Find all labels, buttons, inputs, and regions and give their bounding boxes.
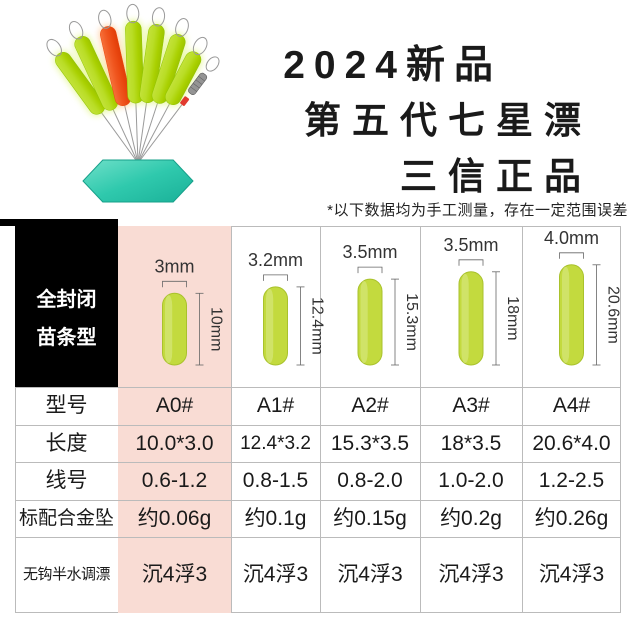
svg-text:4.0mm: 4.0mm	[544, 228, 599, 248]
svg-text:3mm: 3mm	[155, 256, 195, 276]
svg-text:12.4mm: 12.4mm	[309, 297, 326, 355]
svg-text:15.3mm: 15.3mm	[403, 293, 420, 351]
svg-text:18mm: 18mm	[504, 296, 521, 340]
svg-text:10mm: 10mm	[208, 307, 225, 351]
svg-text:3.2mm: 3.2mm	[248, 250, 303, 270]
svg-text:3.5mm: 3.5mm	[443, 235, 498, 255]
svg-text:20.6mm: 20.6mm	[605, 286, 622, 344]
svg-text:3.5mm: 3.5mm	[342, 242, 397, 262]
